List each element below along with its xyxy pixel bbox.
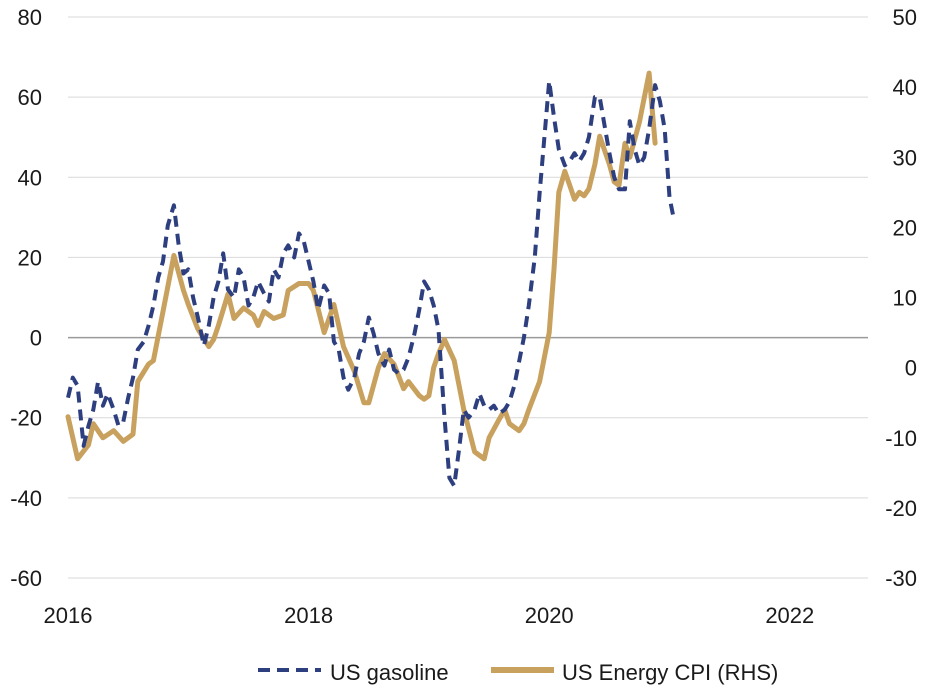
y-right-tick-label: -30 bbox=[885, 566, 917, 591]
legend-label-gasoline: US gasoline bbox=[330, 660, 449, 685]
series-layer bbox=[65, 70, 677, 488]
y-left-tick-label: 0 bbox=[30, 326, 42, 351]
y-right-tick-label: 30 bbox=[893, 145, 917, 170]
y-right-tick-label: 10 bbox=[893, 286, 917, 311]
series-line-energy-cpi bbox=[65, 70, 658, 462]
x-tick-label: 2022 bbox=[765, 603, 814, 628]
y-right-tick-label: -10 bbox=[885, 426, 917, 451]
y-left-tick-label: -40 bbox=[10, 486, 42, 511]
y-left-tick-label: 60 bbox=[18, 85, 42, 110]
y-right-tick-label: 40 bbox=[893, 75, 917, 100]
y-right-tick-label: 50 bbox=[893, 5, 917, 30]
y-left-tick-label: 80 bbox=[18, 5, 42, 30]
y-right-tick-label: -20 bbox=[885, 496, 917, 521]
series-line-gasoline bbox=[66, 79, 677, 488]
x-tick-label: 2016 bbox=[44, 603, 93, 628]
y-right-tick-label: 0 bbox=[905, 356, 917, 381]
x-tick-label: 2018 bbox=[284, 603, 333, 628]
x-tick-label: 2020 bbox=[525, 603, 574, 628]
y-left-tick-label: 40 bbox=[18, 165, 42, 190]
y-left-tick-label: 20 bbox=[18, 245, 42, 270]
legend: US gasoline US Energy CPI (RHS) bbox=[258, 660, 778, 685]
y-right-tick-label: 20 bbox=[893, 215, 917, 240]
y-left-tick-label: -20 bbox=[10, 406, 42, 431]
y-left-tick-label: -60 bbox=[10, 566, 42, 591]
legend-label-energy-cpi: US Energy CPI (RHS) bbox=[562, 660, 778, 685]
axis-layer: 80 60 40 20 0 -20 -40 -60 50 40 30 20 10 0 -10 -20 -30 20… bbox=[10, 5, 917, 628]
